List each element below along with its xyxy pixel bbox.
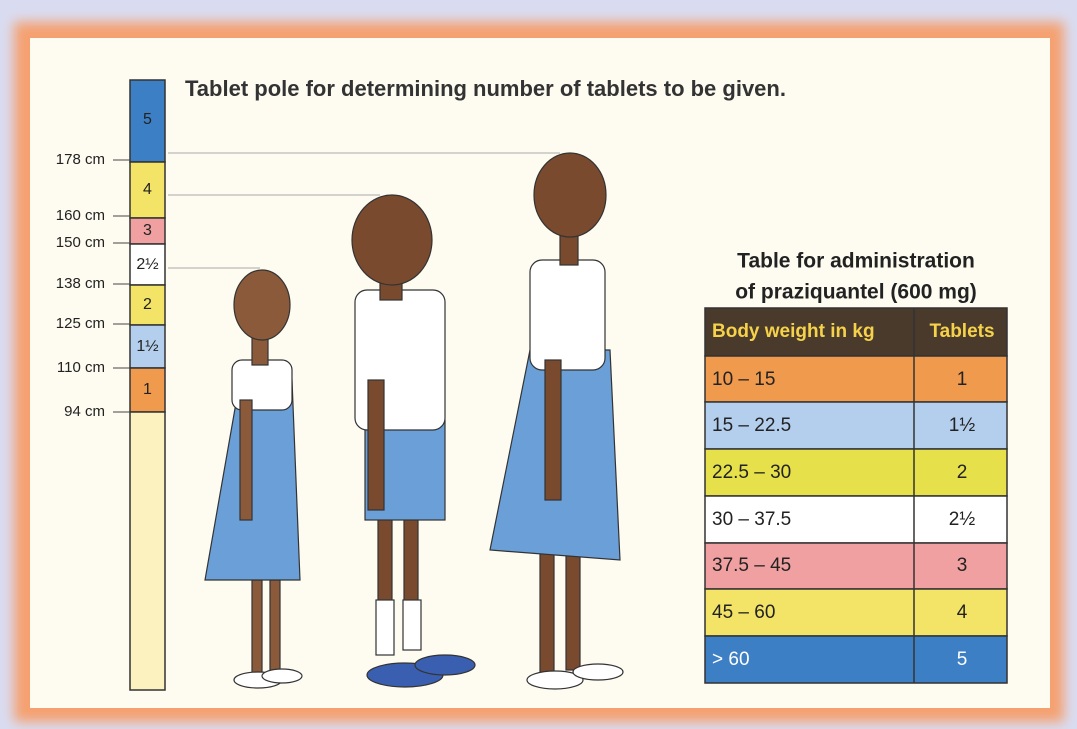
- height-label: 94 cm: [64, 403, 105, 420]
- weight-cell: > 60: [712, 649, 750, 670]
- weight-cell: 22.5 – 30: [712, 462, 791, 483]
- height-label: 125 cm: [56, 315, 105, 332]
- tablets-cell: 2½: [949, 509, 976, 530]
- height-label: 138 cm: [56, 275, 105, 292]
- pole-segment-label: 2: [143, 296, 152, 313]
- tablets-cell: 3: [957, 555, 968, 576]
- weight-cell: 10 – 15: [712, 369, 775, 390]
- pole-segment-label: 3: [143, 222, 152, 239]
- pole-segment-label: 2½: [136, 256, 158, 273]
- tablets-cell: 1½: [949, 415, 976, 436]
- weight-cell: 15 – 22.5: [712, 415, 791, 436]
- height-label: 178 cm: [56, 151, 105, 168]
- table-title: of praziquantel (600 mg): [735, 281, 977, 304]
- tablets-cell: 2: [957, 462, 968, 483]
- tablets-cell: 1: [957, 369, 968, 390]
- page: Tablet pole for determining number of ta…: [0, 0, 1077, 729]
- pole-segment-label: 5: [143, 111, 152, 128]
- table-title: Table for administration: [737, 250, 975, 273]
- table: [705, 308, 1007, 683]
- pole-segment-label: 1½: [136, 338, 158, 355]
- pole-segment-label: 4: [143, 181, 152, 198]
- title: Tablet pole for determining number of ta…: [185, 76, 786, 101]
- poster: Tablet pole for determining number of ta…: [0, 0, 1077, 729]
- tablets-cell: 4: [957, 602, 968, 623]
- height-label: 160 cm: [56, 207, 105, 224]
- height-label: 150 cm: [56, 234, 105, 251]
- table-header: Body weight in kg: [712, 321, 875, 342]
- tablets-cell: 5: [957, 649, 968, 670]
- weight-cell: 30 – 37.5: [712, 509, 791, 530]
- weight-cell: 45 – 60: [712, 602, 775, 623]
- pole-segment-label: 1: [143, 381, 152, 398]
- height-label: 110 cm: [57, 359, 105, 376]
- table-header: Tablets: [929, 321, 994, 342]
- weight-cell: 37.5 – 45: [712, 555, 791, 576]
